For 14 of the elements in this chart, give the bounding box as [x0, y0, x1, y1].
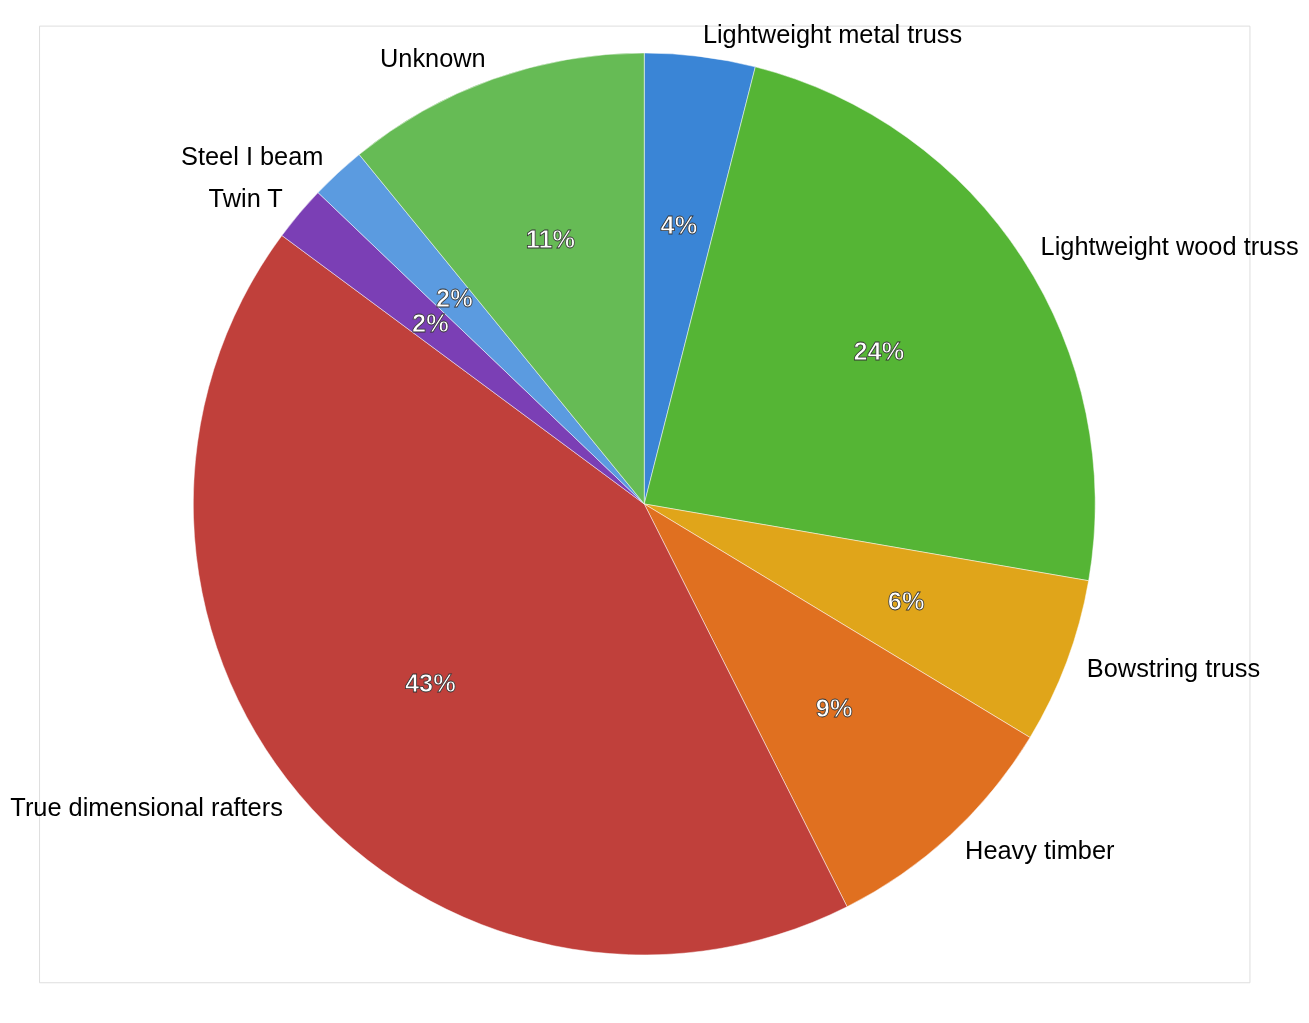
slice-label: Twin T — [208, 184, 283, 213]
data-label: 11% — [525, 225, 576, 254]
slice-label: Steel I beam — [181, 141, 324, 170]
slice-label: True dimensional rafters — [10, 793, 283, 822]
slice-label: Bowstring truss — [1086, 654, 1261, 683]
slice-label: Heavy timber — [965, 835, 1116, 864]
data-label: 4% — [660, 211, 698, 240]
slice-label: Lightweight metal truss — [702, 19, 963, 48]
slice-label: Lightweight wood truss — [1040, 231, 1299, 260]
data-label: 43% — [404, 668, 456, 697]
data-label: 9% — [815, 694, 853, 723]
data-label: 24% — [853, 336, 905, 365]
data-label: 6% — [887, 586, 925, 615]
slice-label: Unknown — [380, 43, 486, 72]
